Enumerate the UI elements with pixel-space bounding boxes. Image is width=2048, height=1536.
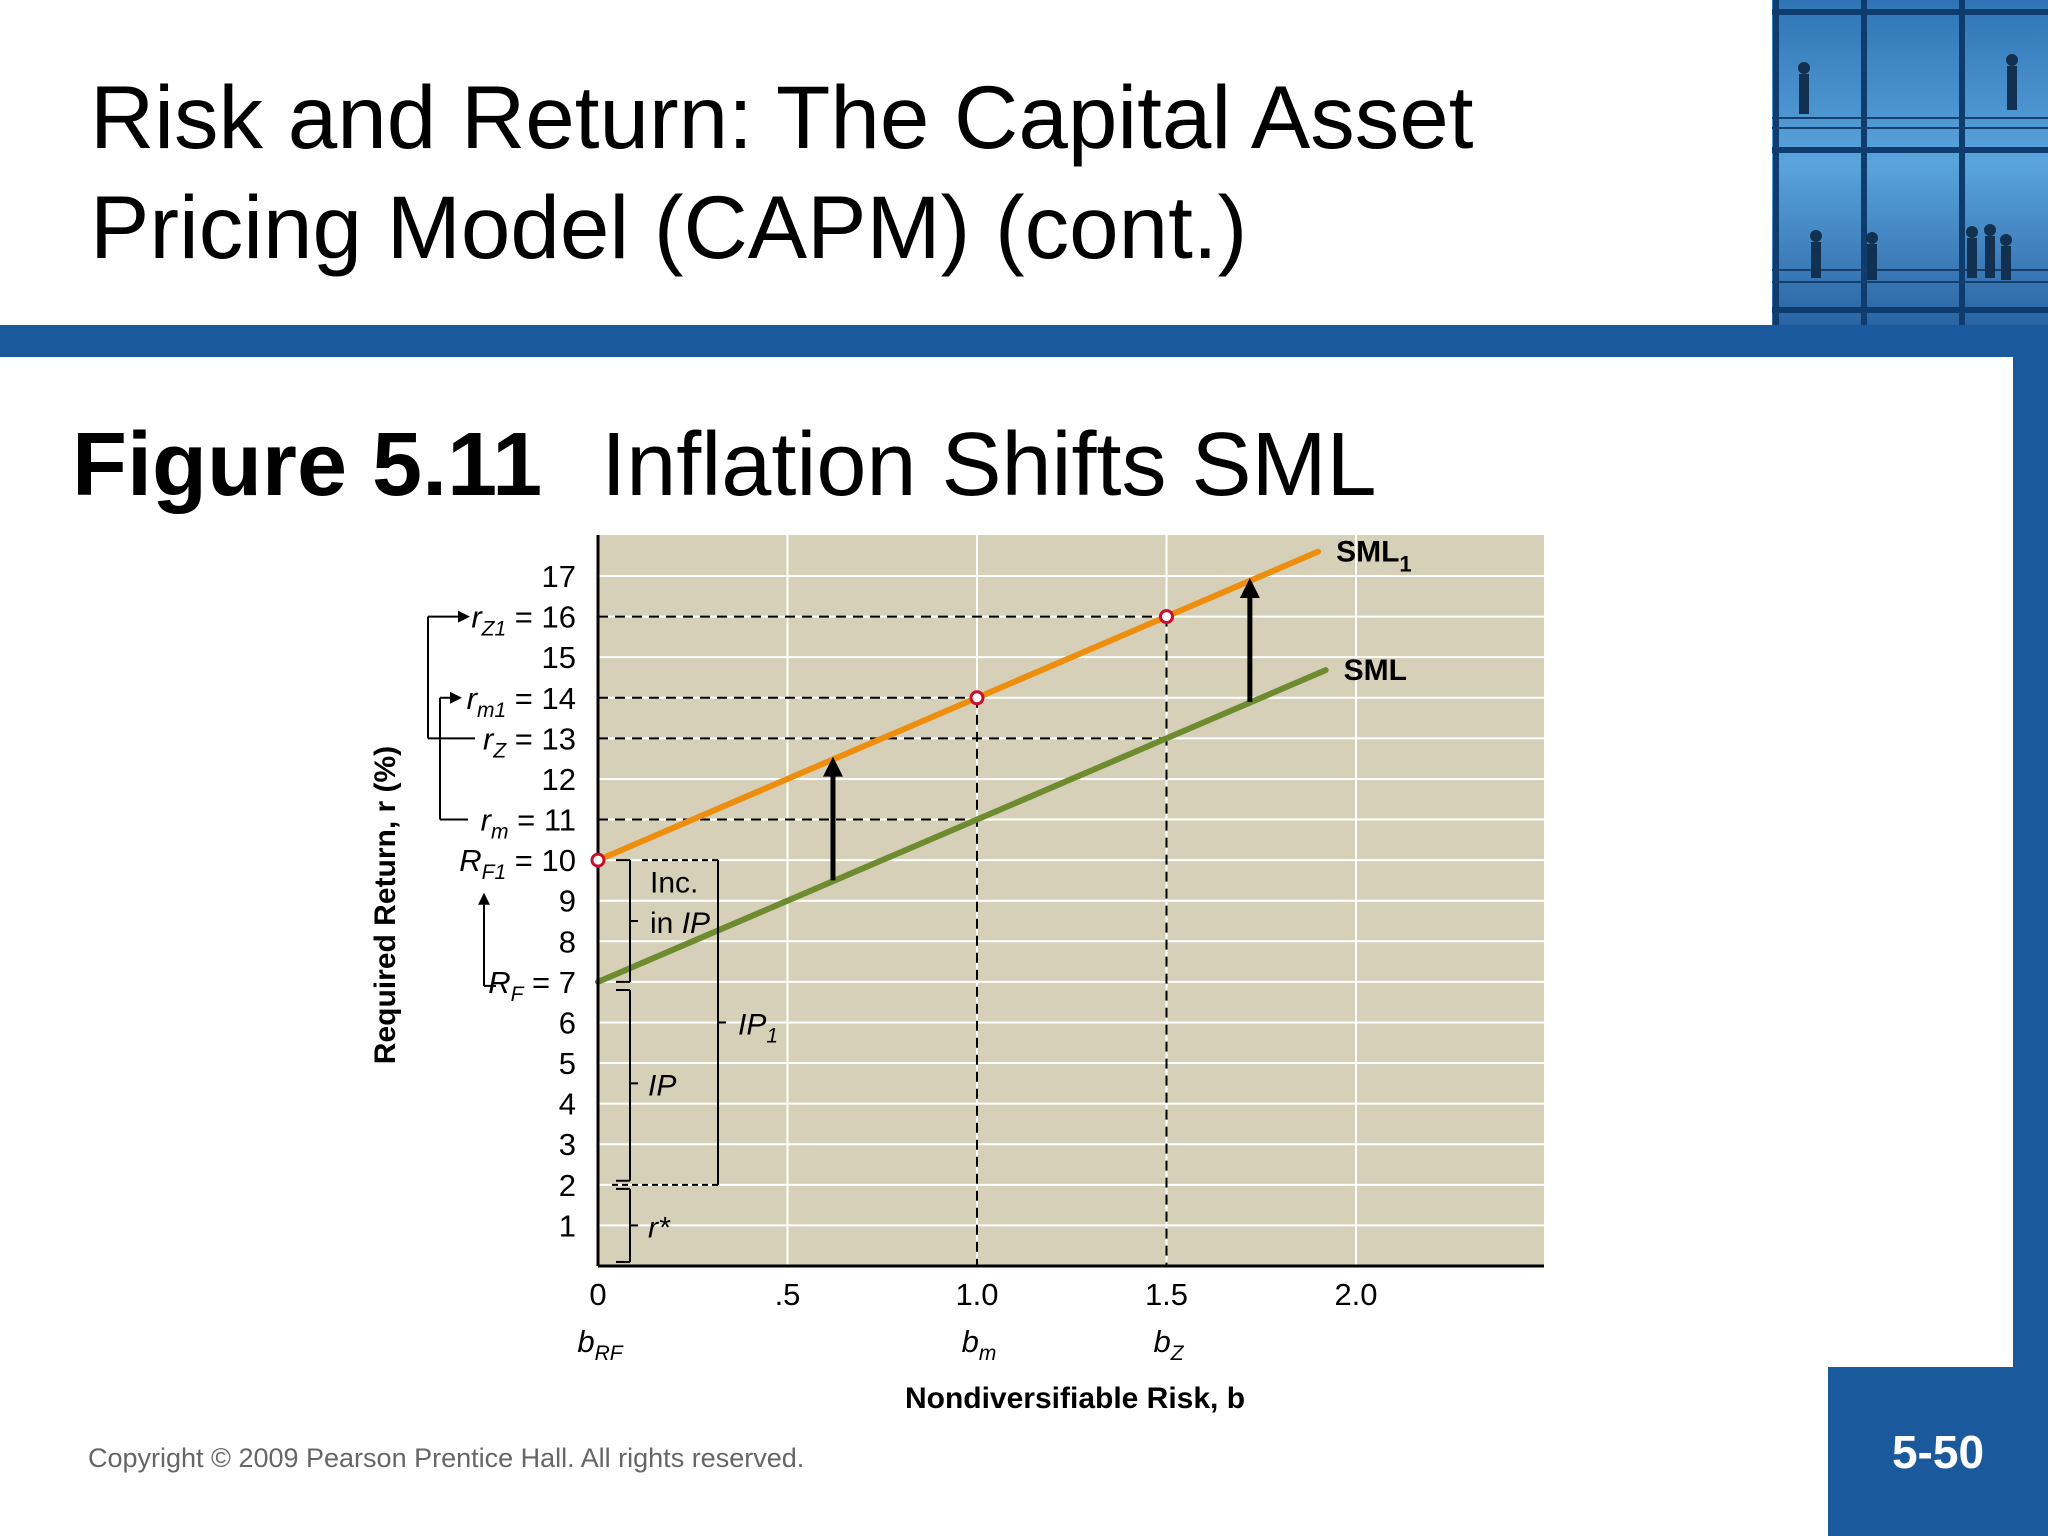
x-axis-title: Nondiversifiable Risk, b bbox=[905, 1382, 1245, 1415]
figure-heading: Figure 5.11 Inflation Shifts SML bbox=[72, 415, 1377, 515]
x-sublabel-subscript: RF bbox=[595, 1342, 624, 1365]
y-tick-label: 17 bbox=[542, 559, 576, 594]
shift-arrow-head bbox=[822, 756, 843, 777]
y-tick-label: rm = 11 bbox=[481, 803, 576, 844]
annotation-inc: Inc. bbox=[650, 866, 698, 899]
data-point bbox=[1159, 609, 1174, 625]
y-tick-prefix: r bbox=[481, 803, 493, 838]
y-tick-label: RF = 7 bbox=[488, 965, 576, 1006]
annotation-ip-inline: IP bbox=[682, 907, 710, 940]
y-tick-prefix: r bbox=[471, 600, 483, 635]
x-sublabel-base: b bbox=[577, 1324, 594, 1359]
annotation-ip1: IP1 bbox=[738, 1008, 778, 1047]
x-tick-label: 1.0 bbox=[955, 1277, 998, 1312]
y-tick-prefix: r bbox=[467, 681, 479, 716]
y-tick-subscript: Z bbox=[492, 739, 507, 762]
x-sublabel-base: b bbox=[962, 1324, 979, 1359]
page-number: 5-50 bbox=[1891, 1425, 1985, 1478]
bracket-rm1-arrowhead bbox=[450, 691, 462, 704]
shift-arrow-head bbox=[1239, 578, 1260, 599]
y-tick-label: 2 bbox=[559, 1168, 576, 1203]
y-tick-label: 5 bbox=[559, 1046, 576, 1081]
y-tick-subscript: m bbox=[491, 821, 509, 844]
x-sublabel-subscript: m bbox=[979, 1342, 997, 1365]
title-divider-bar bbox=[0, 325, 2048, 357]
y-tick-subscript: F1 bbox=[482, 861, 507, 884]
y-tick-equals: = 16 bbox=[506, 600, 576, 635]
series-label-sml: SML bbox=[1344, 654, 1407, 687]
slide-title-line-2: Pricing Model (CAPM) (cont.) bbox=[90, 177, 1248, 277]
y-tick-equals: = 7 bbox=[523, 965, 576, 1000]
annotation-rstar: r* bbox=[648, 1211, 671, 1244]
figure-number: Figure 5.11 bbox=[72, 415, 543, 515]
slide-title: Risk and Return: The Capital Asset Prici… bbox=[90, 62, 1690, 282]
y-tick-label: 3 bbox=[559, 1127, 576, 1162]
page-number-box: 5-50 bbox=[1828, 1367, 2048, 1536]
y-tick-prefix: R bbox=[488, 965, 510, 1000]
x-tick-label: .5 bbox=[775, 1277, 801, 1312]
shift-arrows bbox=[822, 578, 1260, 881]
figure-title: Inflation Shifts SML bbox=[601, 415, 1377, 515]
y-tick-label: 4 bbox=[559, 1087, 576, 1122]
annotation-in: in bbox=[650, 907, 682, 940]
x-tick-label: 0 bbox=[589, 1277, 606, 1312]
x-sublabel-base: b bbox=[1153, 1324, 1170, 1359]
x-sublabel-subscript: Z bbox=[1170, 1342, 1185, 1365]
right-accent-bar bbox=[2013, 357, 2048, 1367]
y-tick-label: rZ1 = 16 bbox=[471, 600, 576, 641]
data-point bbox=[969, 690, 985, 706]
series-line-sml bbox=[595, 667, 1329, 985]
copyright-notice: Copyright © 2009 Pearson Prentice Hall. … bbox=[88, 1443, 805, 1473]
series-label-subscript: 1 bbox=[1399, 552, 1411, 577]
y-tick-subscript: Z1 bbox=[481, 618, 507, 641]
y-tick-label: 6 bbox=[559, 1005, 576, 1040]
x-sublabel: bm bbox=[962, 1324, 997, 1365]
y-tick-equals: = 10 bbox=[506, 843, 576, 878]
data-point bbox=[590, 852, 606, 868]
y-axis-title: Required Return, r (%) bbox=[369, 746, 402, 1064]
annotation-ip: IP bbox=[648, 1069, 676, 1102]
x-tick-label: 2.0 bbox=[1334, 1277, 1377, 1312]
y-tick-subscript: m1 bbox=[477, 699, 506, 722]
slide-title-line-1: Risk and Return: The Capital Asset bbox=[90, 67, 1474, 167]
x-tick-label: 1.5 bbox=[1145, 1277, 1188, 1312]
y-tick-label: RF1 = 10 bbox=[459, 843, 576, 884]
y-tick-label: 15 bbox=[542, 640, 576, 675]
annotation-ip1-subscript: 1 bbox=[766, 1024, 778, 1047]
point-markers bbox=[590, 609, 1174, 868]
y-tick-label: rZ = 13 bbox=[483, 721, 576, 762]
y-tick-equals: = 11 bbox=[508, 803, 576, 838]
x-sublabel: bRF bbox=[577, 1324, 623, 1365]
y-tick-subscript: F bbox=[511, 983, 525, 1006]
y-tick-label: 1 bbox=[559, 1208, 576, 1243]
series-lines bbox=[595, 548, 1329, 985]
y-tick-label: 8 bbox=[559, 924, 576, 959]
series-line-sml1 bbox=[595, 548, 1322, 864]
y-tick-prefix: r bbox=[483, 721, 495, 756]
y-tick-prefix: R bbox=[459, 843, 481, 878]
bracket-rz1-arrowhead bbox=[458, 610, 470, 623]
y-tick-equals: = 13 bbox=[506, 721, 576, 756]
x-sublabel: bZ bbox=[1153, 1324, 1184, 1365]
bracket-rf1-arrowhead bbox=[478, 892, 490, 905]
office-photo bbox=[1772, 0, 2048, 325]
reference-lines bbox=[598, 615, 1168, 1266]
annotation-ip1-base: IP bbox=[738, 1008, 766, 1041]
brackets bbox=[427, 610, 726, 1263]
y-tick-label: rm1 = 14 bbox=[467, 681, 576, 722]
y-tick-label: 12 bbox=[542, 762, 576, 797]
annotation-in-ip: in IP bbox=[650, 907, 710, 940]
y-tick-label: 9 bbox=[559, 884, 576, 919]
y-tick-equals: = 14 bbox=[506, 681, 576, 716]
